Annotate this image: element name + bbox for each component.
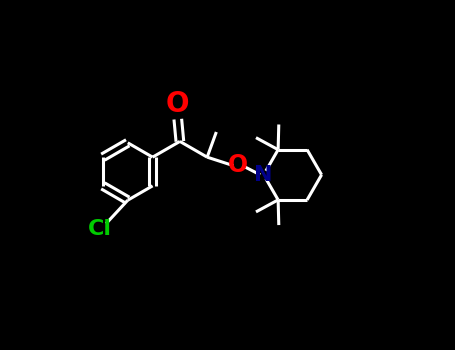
Text: O: O [228, 153, 248, 177]
Text: Cl: Cl [88, 219, 112, 239]
Text: N: N [254, 165, 273, 185]
Text: O: O [165, 90, 189, 118]
